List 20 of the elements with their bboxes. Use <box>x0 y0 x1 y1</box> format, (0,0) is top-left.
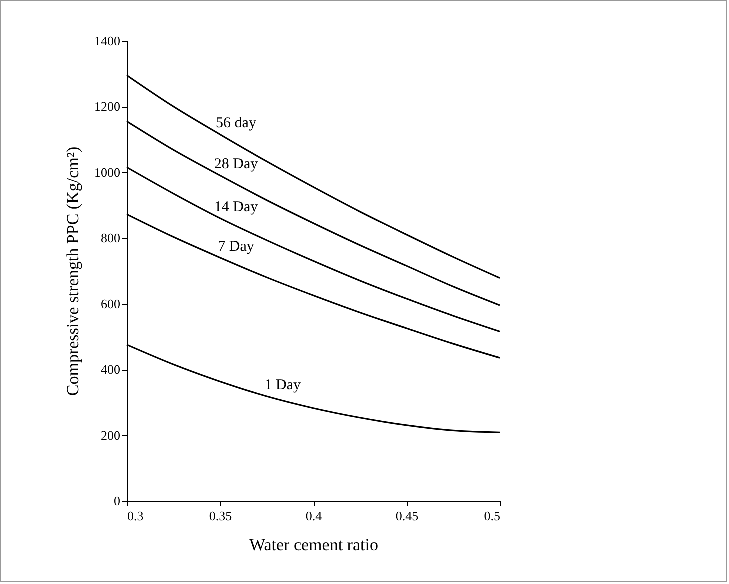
x-tick-label: 0.35 <box>209 508 232 524</box>
x-axis-title: Water cement ratio <box>250 536 378 554</box>
series-label: 1 Day <box>264 378 302 394</box>
y-tick-label: 800 <box>101 230 120 246</box>
y-tick-label: 1200 <box>94 99 120 114</box>
y-tick-label: 1000 <box>94 164 120 180</box>
series-label: 7 Day <box>218 238 255 255</box>
series-label: 56 day <box>216 116 257 132</box>
x-tick-label: 0.3 <box>128 508 144 524</box>
x-tick-label: 0.4 <box>306 508 323 524</box>
y-tick-label: 1400 <box>94 34 120 48</box>
y-tick-label: 0 <box>114 494 120 508</box>
x-tick-label: 0.5 <box>484 508 500 524</box>
y-axis-title: Compressive strength PPC (Kg/cm²) <box>64 146 82 396</box>
y-tick-label: 400 <box>101 362 120 378</box>
series-label: 14 Day <box>214 199 259 216</box>
y-tick-label: 600 <box>101 296 120 312</box>
y-tick-label: 200 <box>101 428 120 443</box>
x-tick-label: 0.45 <box>396 508 419 524</box>
series-label: 28 Day <box>214 156 259 173</box>
